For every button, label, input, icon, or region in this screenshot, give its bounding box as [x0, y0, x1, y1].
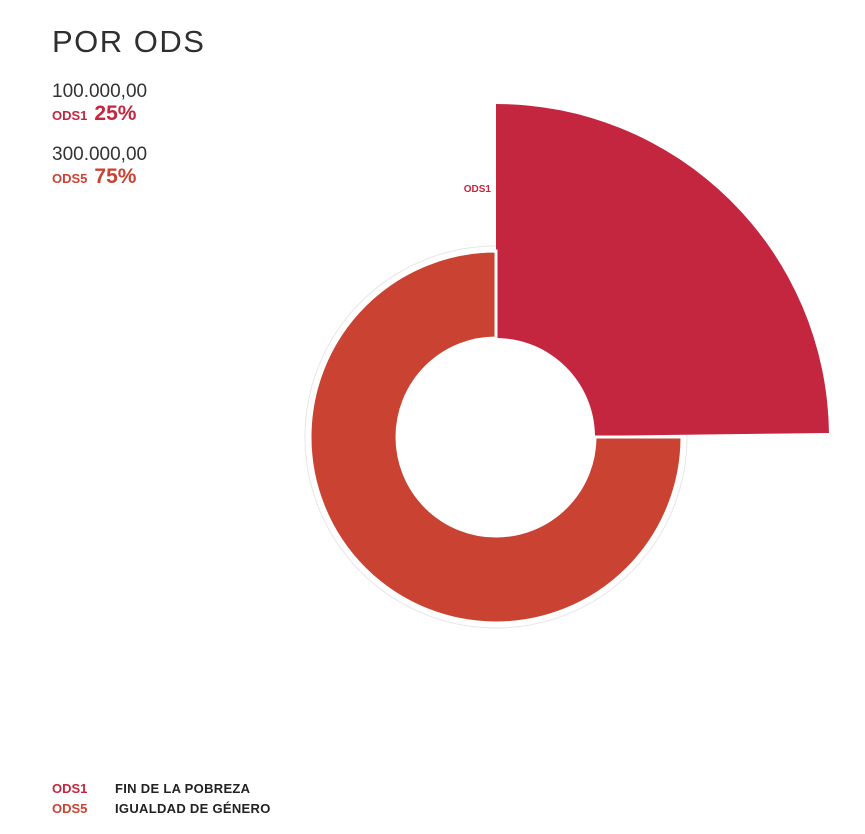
legend-code: ODS1 [52, 780, 88, 796]
summary-percent: 75% [94, 165, 137, 188]
legend-label: IGUALDAD DE GÉNERO [115, 800, 271, 816]
summary-ods1: 100.000,00 ODS1 25% [52, 82, 147, 128]
summary-percent: 25% [94, 102, 137, 125]
slice-ods5 [308, 249, 684, 625]
legend-label: FIN DE LA POBREZA [115, 780, 251, 796]
legend-item-ods5: ODS5 IGUALDAD DE GÉNERO [52, 798, 271, 818]
summary-code: ODS1 [52, 108, 88, 123]
slice-label-ods1: ODS1 [464, 184, 492, 195]
page-title: POR ODS [52, 24, 206, 59]
legend-code: ODS5 [52, 800, 88, 816]
legend: ODS1 FIN DE LA POBREZA ODS5 IGUALDAD DE … [52, 778, 271, 818]
slice-label-ods5: ODS5 [464, 287, 492, 298]
summary-amount: 100.000,00 [52, 81, 148, 102]
summary-code: ODS5 [52, 171, 88, 186]
slice-ods1 [496, 104, 829, 436]
summary-ods5: 300.000,00 ODS5 75% [52, 145, 147, 191]
summary-amount: 300.000,00 [52, 144, 148, 165]
legend-item-ods1: ODS1 FIN DE LA POBREZA [52, 778, 271, 798]
